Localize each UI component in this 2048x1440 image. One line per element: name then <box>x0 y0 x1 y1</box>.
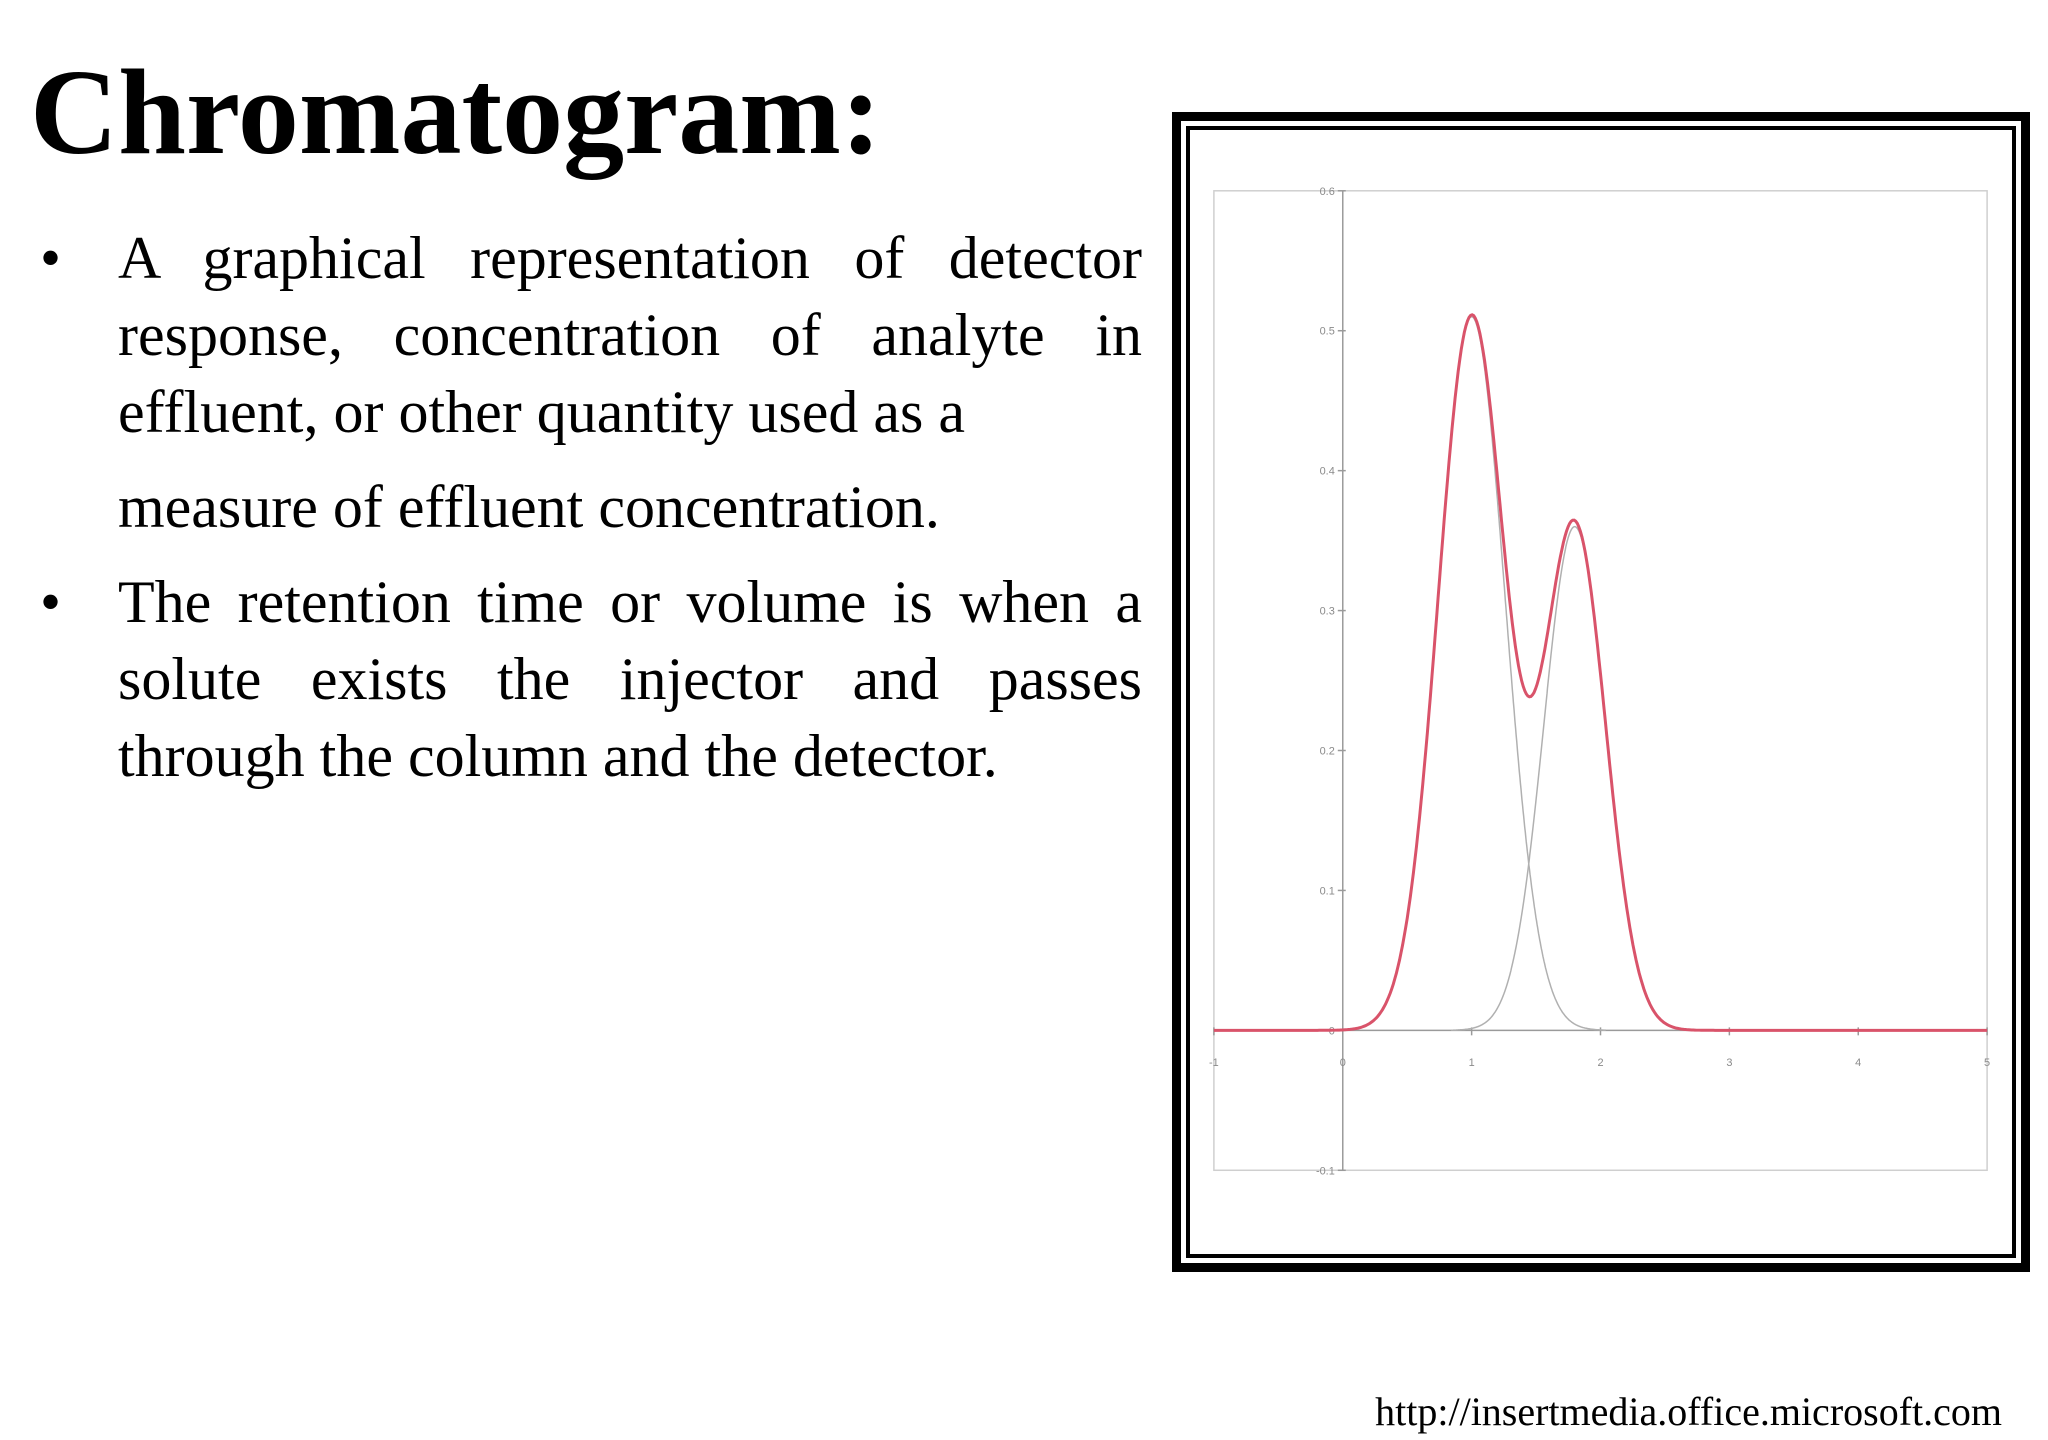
chromatogram-chart: -0.100.10.20.30.40.50.6-1 0 1 2 3 4 5 <box>1209 186 1990 1177</box>
x-tick-label: 0 <box>1340 1057 1346 1069</box>
x-tick-label: 1 <box>1469 1057 1475 1069</box>
y-tick-label: 0.4 <box>1320 466 1335 478</box>
bullet-item: • A graphical representation of detector… <box>40 220 1142 546</box>
y-tick-label: 0.6 <box>1320 186 1335 198</box>
bullet-item: • The retention time or volume is when a… <box>40 564 1142 795</box>
x-tick-label: 5 <box>1984 1057 1990 1069</box>
x-tick-label: 2 <box>1597 1057 1603 1069</box>
slide-title: Chromatogram: <box>30 45 882 180</box>
x-tick-label: -1 <box>1209 1057 1219 1069</box>
component-peak-curve <box>1451 525 1699 1031</box>
y-tick-label: 0.2 <box>1320 745 1335 757</box>
bullet-marker: • <box>40 569 62 635</box>
y-tick-label: 0.3 <box>1320 606 1335 618</box>
plot-area-border <box>1213 190 1988 1172</box>
bullet-text: The retention time or volume is when a s… <box>118 569 1142 789</box>
bullet-text-continuation: measure of effluent concentration. <box>118 474 940 540</box>
chromatogram-picture-frame: -0.1 0 0.1 0.2 0.3 0.4 0.5 0.6 -1 0 1 2 3 4 5 <box>1172 112 2030 1272</box>
bullet-marker: • <box>40 225 62 291</box>
x-tick-label: 4 <box>1855 1057 1861 1069</box>
bullet-list: • A graphical representation of detector… <box>40 220 1142 795</box>
y-tick-label: -0.1 <box>1316 1165 1335 1177</box>
chromatogram-sum-curve <box>1213 313 1988 1032</box>
bullet-text: A graphical representation of detector r… <box>118 225 1142 445</box>
y-tick-label: 0.5 <box>1320 326 1335 338</box>
component-peak-curve <box>1337 315 1606 1031</box>
x-tick-label: 3 <box>1726 1057 1732 1069</box>
source-url: http://insertmedia.office.microsoft.com <box>1375 1389 2002 1434</box>
y-tick-label: 0.1 <box>1320 885 1335 897</box>
